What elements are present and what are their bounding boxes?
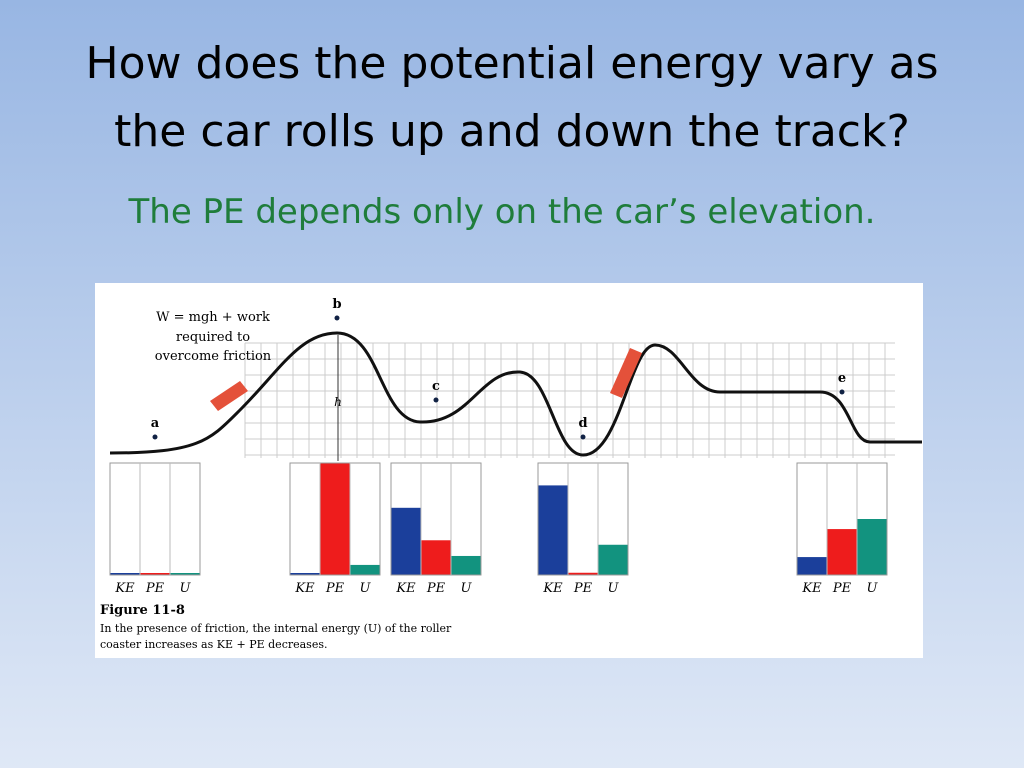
bar-label: PE xyxy=(325,581,345,596)
point xyxy=(152,434,158,440)
bar xyxy=(797,557,827,575)
point-label: a xyxy=(151,416,160,431)
annotation: W = mgh + work xyxy=(156,310,270,325)
track xyxy=(109,331,922,457)
title-line: How does the potential energy vary as xyxy=(85,38,939,89)
bar-box xyxy=(796,462,888,576)
height-label: h xyxy=(334,395,342,409)
subtitle: The PE depends only on the car’s elevati… xyxy=(128,192,876,232)
bar-box xyxy=(289,462,381,576)
bar-label: U xyxy=(608,581,620,596)
bar-label: PE xyxy=(426,581,446,596)
bar-label: U xyxy=(867,581,879,596)
bar xyxy=(350,564,380,575)
bar-label: U xyxy=(360,581,372,596)
car xyxy=(610,348,642,398)
bar-box xyxy=(390,462,482,576)
bar xyxy=(538,485,568,575)
bar-box xyxy=(537,462,629,576)
title-line: the car rolls up and down the track? xyxy=(114,106,910,157)
point xyxy=(580,434,586,440)
bar-label: KE xyxy=(395,581,416,596)
bar-box xyxy=(109,462,201,576)
car xyxy=(210,381,248,411)
bar-label: PE xyxy=(832,581,852,596)
bar-label: KE xyxy=(114,581,135,596)
caption-title: Figure 11-8 xyxy=(100,603,185,618)
point-label: c xyxy=(432,379,440,394)
bar-label: PE xyxy=(573,581,593,596)
bar xyxy=(391,507,421,575)
caption: coaster increases as KE + PE decreases. xyxy=(100,638,327,651)
point-label: d xyxy=(578,416,587,431)
bar xyxy=(857,519,887,575)
bar-label: U xyxy=(461,581,473,596)
bar xyxy=(598,544,628,575)
point xyxy=(839,389,845,395)
bar xyxy=(421,540,451,575)
caption: In the presence of friction, the interna… xyxy=(100,622,452,635)
figure-bg xyxy=(95,283,923,658)
bar-label: PE xyxy=(145,581,165,596)
figure: h W = mgh + work required to overcome fr… xyxy=(95,283,923,658)
bar-label: KE xyxy=(801,581,822,596)
bar xyxy=(320,463,350,575)
point-label: e xyxy=(838,371,846,386)
bar-label: KE xyxy=(294,581,315,596)
bar-label: U xyxy=(180,581,192,596)
point xyxy=(433,397,439,403)
bar xyxy=(827,529,857,575)
annotation: required to xyxy=(176,330,250,345)
bar-label: KE xyxy=(542,581,563,596)
annotation: overcome friction xyxy=(155,349,272,364)
bar xyxy=(451,555,481,575)
point-label: b xyxy=(332,297,341,312)
point xyxy=(334,315,340,321)
